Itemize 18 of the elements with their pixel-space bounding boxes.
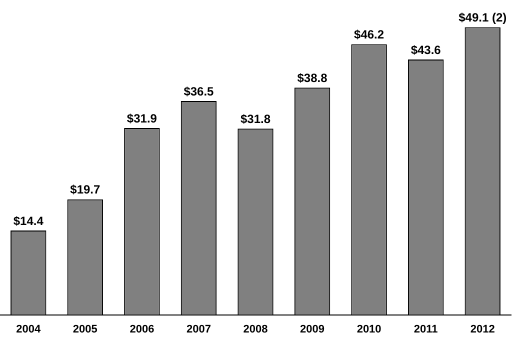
data-label: $36.5 <box>184 84 214 98</box>
data-label: $46.2 <box>354 28 384 42</box>
data-label: $43.6 <box>410 42 442 57</box>
data-label: $31.8 <box>240 112 271 126</box>
x-tick-label: 2009 <box>300 323 325 336</box>
x-tick-label: 2007 <box>186 323 211 336</box>
x-tick-label: 2008 <box>243 323 268 336</box>
x-tick-label: 2004 <box>16 323 42 336</box>
x-tick-label: 2005 <box>72 323 98 336</box>
x-tick-label: 2011 <box>414 323 438 336</box>
data-label: $19.7 <box>70 182 101 197</box>
data-label: $38.8 <box>297 70 328 85</box>
x-tick-label: 2012 <box>470 323 495 336</box>
x-tick-label: 2006 <box>130 323 154 336</box>
data-label: $14.4 <box>13 214 44 228</box>
data-label: $49.1 (2) <box>458 10 507 25</box>
data-label: $31.9 <box>126 111 158 126</box>
x-tick-label: 2010 <box>356 323 382 336</box>
